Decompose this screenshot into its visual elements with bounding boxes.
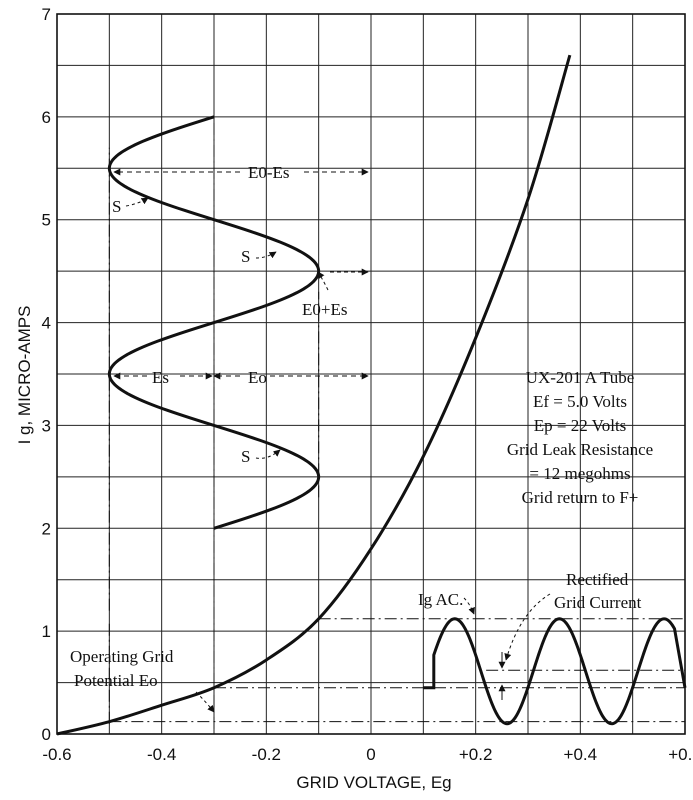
x-tick-label: -0.6 [42,745,71,764]
y-axis-label: I g, MICRO-AMPS [15,306,34,445]
label-e0-minus-es: E0-Es [248,163,290,182]
characteristic-curve [56,54,572,736]
label-ig-ac: Ig AC. [418,590,463,609]
label-e0-plus-es: E0+Es [302,300,347,319]
arrow-e0-plus-es-curve [317,271,329,291]
y-tick-label: 1 [42,622,51,641]
y-tick-label: 0 [42,725,51,744]
tick-labels: -0.6 -0.4 -0.2 0 +0.2 +0.4 +0.6 0 1 2 3 4 5 6 7 [42,5,693,764]
label-rectified-1: Rectified [566,570,629,589]
y-tick-label: 2 [42,519,51,538]
x-tick-label: 0 [366,745,375,764]
x-tick-label: -0.2 [252,745,281,764]
label-es: Es [152,368,169,387]
annotation-arrows [113,168,551,713]
label-rectified-2: Grid Current [554,593,642,612]
x-axis-label: GRID VOLTAGE, Eg [296,773,451,792]
x-tick-label: -0.4 [147,745,176,764]
plot-frame [56,13,686,735]
arrow-s-1 [125,197,149,207]
arrow-s-2 [255,251,277,259]
arrow-s-3 [255,449,281,459]
tube-info-line-6: Grid return to F+ [522,488,639,507]
label-operating-2: Potential Eo [74,671,158,690]
tube-info: UX-201 A Tube Ef = 5.0 Volts Ep = 22 Vol… [507,368,653,507]
label-operating-1: Operating Grid [70,647,174,666]
grid-current-wave [423,617,687,726]
tube-info-line-3: Ep = 22 Volts [534,416,627,435]
x-tick-label: +0.4 [564,745,598,764]
label-eo: Eo [248,368,267,387]
arrow-ig-ac [463,597,475,615]
label-s-2: S [241,247,250,266]
series-layer [56,54,687,736]
y-tick-label: 6 [42,108,51,127]
label-s-3: S [241,447,250,466]
tube-info-line-1: UX-201 A Tube [526,368,635,387]
label-s-1: S [112,197,121,216]
arrow-rectified [504,593,551,661]
y-tick-label: 3 [42,416,51,435]
y-tick-label: 5 [42,211,51,230]
tube-info-line-4: Grid Leak Resistance [507,440,653,459]
arrow-operating [195,691,215,713]
x-tick-label: +0.2 [459,745,493,764]
y-tick-label: 4 [42,314,51,333]
tube-info-line-2: Ef = 5.0 Volts [533,392,627,411]
y-tick-label: 7 [42,5,51,24]
tube-info-line-5: = 12 megohms [529,464,630,483]
grid-voltage-wave [107,115,321,530]
x-tick-label: +0.6 [668,745,693,764]
